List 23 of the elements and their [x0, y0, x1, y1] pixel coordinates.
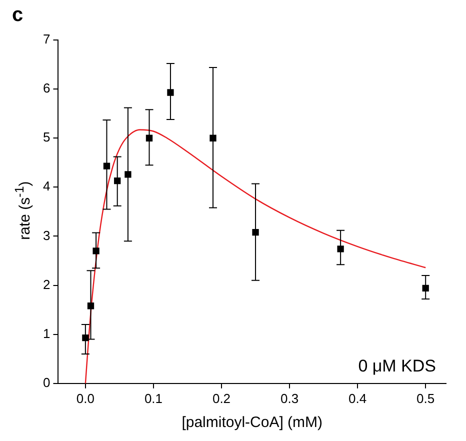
point: [167, 89, 174, 96]
x-tick-label: 0.5: [416, 390, 435, 406]
y-tick-label: 0: [42, 374, 50, 390]
y-tick-label: 7: [42, 32, 50, 47]
x-axis-title: [palmitoyl-CoA] (mM): [182, 414, 323, 432]
y-tick-label: 2: [42, 276, 50, 292]
x-tick-label: 0.1: [144, 390, 163, 406]
point: [124, 171, 132, 178]
point: [210, 134, 216, 142]
x-tick-label: 0.2: [212, 390, 231, 406]
y-tick-label: 5: [42, 130, 50, 145]
x-tick-label: 0.3: [280, 390, 299, 406]
y-tick-label: 3: [42, 228, 50, 243]
y-tick-label: 1: [42, 326, 50, 341]
point: [337, 246, 344, 252]
y-tick-label: 4: [42, 178, 50, 194]
point: [252, 228, 259, 236]
x-tick-label: 0.0: [76, 390, 94, 406]
x-tick-label: 0.4: [348, 390, 367, 406]
point: [92, 248, 100, 254]
chart-title: c: [12, 4, 24, 27]
annotation: 0 μM KDS: [358, 356, 436, 376]
y-tick-label: 6: [42, 80, 50, 96]
